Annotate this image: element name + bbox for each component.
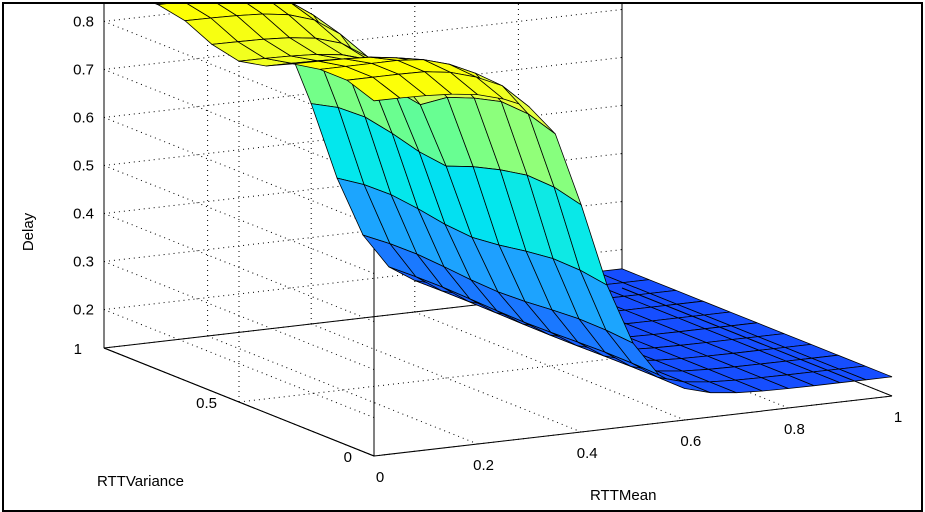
y-axis-label: RTTVariance [97, 473, 184, 490]
x-gridline [414, 311, 685, 421]
z-tick-label: 0.7 [73, 61, 94, 78]
tick-labels: 0 0.2 0.4 0.6 0.8 1 0 0.5 1 0.2 0.3 0.4 0.5 0.6 0.7 0.8 [73, 13, 902, 486]
x-gridline [207, 335, 478, 445]
z-gridline [103, 20, 375, 130]
y-tick-label: 1 [74, 341, 82, 358]
x-tick-label: 0.8 [784, 421, 805, 438]
z-tick-label: 0.5 [73, 158, 94, 175]
y-gridline [103, 287, 623, 349]
z-gridline [103, 68, 375, 178]
z-axis-label: Delay [20, 212, 37, 251]
x-tick-label: 0 [376, 469, 384, 486]
x-tick-label: 1 [894, 409, 902, 426]
x-tick-label: 0.4 [577, 445, 598, 462]
x-tick-label: 0.6 [680, 433, 701, 450]
x-tick-label: 0.2 [473, 457, 494, 474]
z-tick-label: 0.2 [73, 302, 94, 319]
surface-mesh [155, 4, 893, 394]
z-gridline [103, 249, 623, 311]
y-tick-label: 0.5 [196, 395, 217, 412]
z-tick-label: 0.8 [73, 13, 94, 30]
x-axis-line [373, 395, 893, 457]
z-gridline [103, 309, 375, 419]
z-tick-label: 0.3 [73, 254, 94, 271]
floor-edge [621, 287, 893, 397]
front-axes [103, 287, 893, 457]
z-gridline [103, 165, 375, 274]
z-gridline [103, 213, 375, 322]
x-gridline [311, 323, 582, 433]
y-gridline [238, 341, 758, 403]
surface-patch [838, 365, 893, 381]
z-tick-label: 0.6 [73, 109, 94, 126]
z-gridline [103, 8, 623, 70]
z-gridline [103, 261, 375, 371]
surface-plot: 0 0.2 0.4 0.6 0.8 1 0 0.5 1 0.2 0.3 0.4 0.5 0.6 0.7 0.8… [20, 4, 902, 504]
y-axis-line [103, 347, 375, 457]
x-axis-label: RTTMean [590, 487, 656, 504]
y-tick-label: 0 [344, 449, 352, 466]
z-tick-label: 0.4 [73, 206, 94, 223]
